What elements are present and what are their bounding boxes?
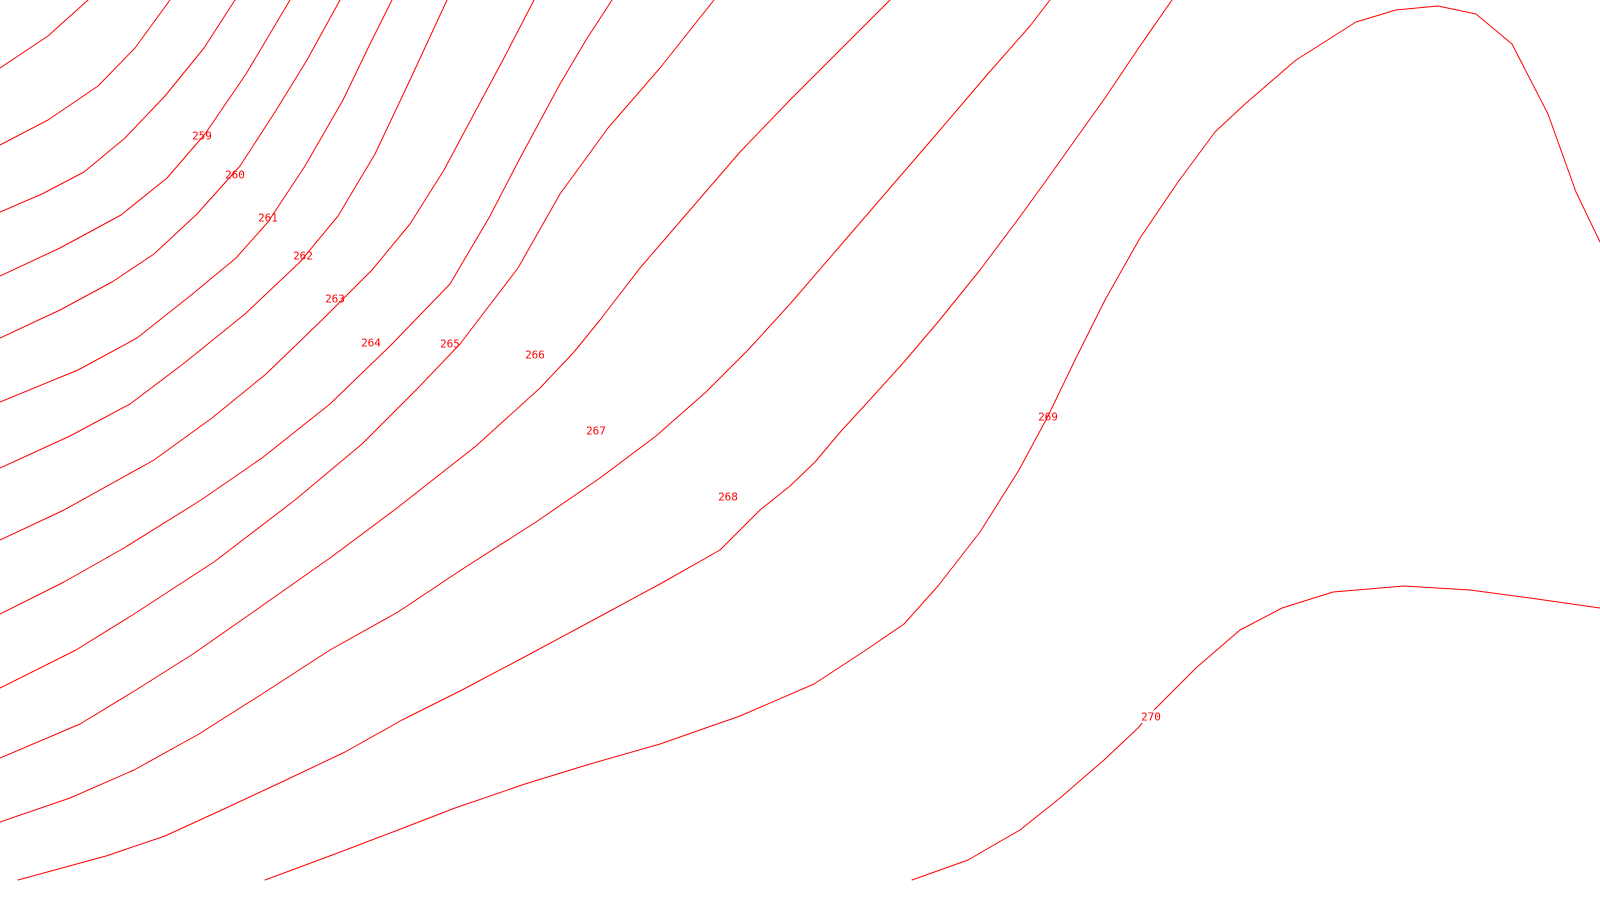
contour-label-264: 264 [361,337,381,350]
contour-line-260 [0,0,291,277]
contour-line-263 [0,0,448,469]
contour-268: 268 [0,0,1051,823]
contour-270: 270 [264,5,1600,881]
contour-line-266 [0,0,715,689]
contour-line-259 [0,0,236,213]
label-bg-267 [585,424,607,437]
contour-label-267: 267 [586,425,606,438]
contour-line-unlabeled-b [0,0,171,146]
contour-label-260: 260 [225,169,245,182]
label-bg-268 [717,490,739,503]
contour-label-265: 265 [440,338,460,351]
contour-265: 265 [0,0,613,615]
contour-label-259: 259 [192,130,212,143]
contour-line-264 [0,0,535,541]
label-bg-266 [524,348,546,361]
contour-line-270 [264,5,1600,881]
contour-264: 264 [0,0,535,541]
contour-label-268: 268 [718,491,738,504]
contour-line-270-east [911,585,1600,881]
contour-line-262 [0,0,393,403]
contour-line-unlabeled-a [0,0,89,69]
contour-line-269 [17,0,1173,881]
contour-line-261 [0,0,341,339]
contour-266: 266 [0,0,715,689]
label-bg-270 [1140,710,1162,723]
label-bg-264 [360,336,382,349]
contour-267: 267 [0,0,891,759]
contour-label-263: 263 [325,293,345,306]
label-bg-265 [439,337,461,350]
contour-line-265 [0,0,613,615]
contour-259: 259 [0,0,236,213]
contour-line-268 [0,0,1051,823]
label-bg-259 [191,129,213,142]
contour-line-267 [0,0,891,759]
contour-label-270: 270 [1141,711,1161,724]
contour-label-262: 262 [293,250,313,263]
contour-label-266: 266 [525,349,545,362]
